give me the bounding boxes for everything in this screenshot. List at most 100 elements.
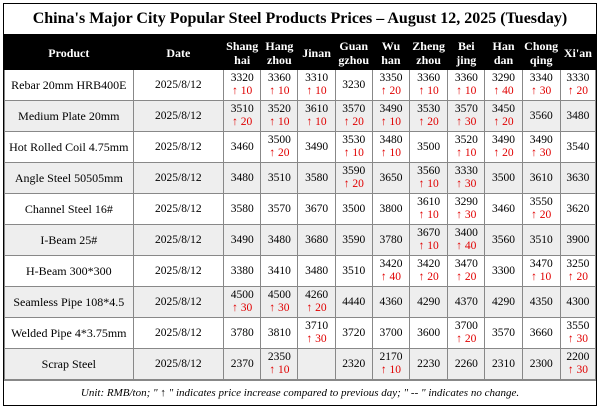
price-cell: 3670 ↑ 10 <box>409 224 449 256</box>
price-cell: 3650 <box>371 162 411 194</box>
price-cell: 4440 <box>334 286 373 318</box>
price-change: ↑ 10 <box>418 209 439 221</box>
price-value: 2320 <box>342 357 366 370</box>
price-value: 4360 <box>379 295 403 308</box>
price-cell: 3590 <box>334 224 373 256</box>
price-value: 3520 <box>267 103 291 115</box>
price-cell: 3520 ↑ 10 <box>447 131 486 163</box>
price-cell: 4370 <box>447 286 486 318</box>
price-value: 3330 <box>566 72 590 84</box>
price-change: ↑ 30 <box>531 85 552 97</box>
price-cell: 3590 ↑ 20 <box>334 162 373 194</box>
price-cell: 3480 <box>223 162 262 194</box>
price-value: 3570 <box>342 103 366 115</box>
price-cell: 3710 ↑ 30 <box>297 317 336 349</box>
price-value: 3460 <box>230 140 254 153</box>
price-cell: 3340 ↑ 30 <box>521 69 561 101</box>
price-cell: 3290 ↑ 40 <box>484 69 523 101</box>
price-cell: 3480 ↑ 10 <box>371 131 411 163</box>
price-cell: 3350 ↑ 20 <box>371 69 411 101</box>
price-value: 3520 <box>454 134 478 146</box>
header-city: Chong qing <box>521 35 561 70</box>
price-value: 3550 <box>529 196 553 208</box>
price-cell: 3460 <box>484 193 523 225</box>
price-cell: 3560 <box>484 224 523 256</box>
price-change: ↑ 10 <box>418 85 439 97</box>
price-cell: 3550 ↑ 30 <box>559 317 597 349</box>
price-cell: 3680 <box>297 224 336 256</box>
price-cell: 3700 ↑ 20 <box>447 317 486 349</box>
price-cell: 3610 <box>521 162 561 194</box>
price-value: 3360 <box>454 72 478 84</box>
price-table: Product Date Shang hai Hang zhou Jinan Gua… <box>4 35 597 380</box>
price-value: 3560 <box>417 165 441 177</box>
product-cell: I-Beam 25# <box>4 224 134 256</box>
price-change: ↑ 20 <box>306 302 327 314</box>
price-cell: 4360 <box>371 286 411 318</box>
table-row: Medium Plate 20mm 2025/8/12 3510 ↑ 20 3520 ↑ … <box>4 100 597 132</box>
header-city: Guan gzhou <box>334 35 373 70</box>
price-value: 3420 <box>417 258 441 270</box>
price-change: ↑ 10 <box>232 85 253 97</box>
price-change: ↑ 10 <box>380 364 401 376</box>
price-cell: 3470 ↑ 20 <box>447 255 486 287</box>
price-cell: 2170 ↑ 10 <box>371 348 411 380</box>
price-value: 3540 <box>566 140 590 153</box>
price-table-card: China's Major City Popular Steel Product… <box>3 3 597 406</box>
price-cell: 3480 <box>297 255 336 287</box>
price-value: 3530 <box>342 134 366 146</box>
price-cell: 3510 <box>521 224 561 256</box>
date-cell: 2025/8/12 <box>132 100 225 132</box>
price-cell: 3500 ↑ 20 <box>260 131 299 163</box>
price-cell: 3570 <box>484 317 523 349</box>
price-value: 3780 <box>379 233 403 246</box>
price-value: 3660 <box>529 326 553 339</box>
price-change: ↑ 20 <box>232 116 253 128</box>
price-value: 3500 <box>417 140 441 153</box>
price-change: ↑ 20 <box>493 116 514 128</box>
price-value: 3580 <box>230 202 254 215</box>
header-city: Zheng zhou <box>409 35 449 70</box>
price-value: 3720 <box>342 326 366 339</box>
price-value: 4440 <box>342 295 366 308</box>
price-cell: 4260 ↑ 20 <box>297 286 336 318</box>
price-value: 3490 <box>492 134 515 146</box>
price-change: ↑ 40 <box>380 271 401 283</box>
price-change: ↑ 30 <box>456 116 477 128</box>
price-value: 3570 <box>492 326 515 339</box>
product-cell: Channel Steel 16# <box>4 193 134 225</box>
price-change: ↑ 10 <box>456 147 477 159</box>
price-cell: 2230 <box>409 348 449 380</box>
price-change: ↑ 10 <box>531 271 552 283</box>
price-value: 3350 <box>379 72 403 84</box>
table-row: Rebar 20mm HRB400E 2025/8/12 3320 ↑ 10 3360 ↑… <box>4 69 597 101</box>
price-cell: 3800 <box>371 193 411 225</box>
price-value: 3300 <box>492 264 515 277</box>
price-value: 3230 <box>342 78 366 91</box>
price-change: ↑ 20 <box>456 333 477 345</box>
date-cell: 2025/8/12 <box>132 193 225 225</box>
price-cell: 2260 <box>447 348 486 380</box>
date-cell: 2025/8/12 <box>132 69 225 101</box>
price-change: ↑ 30 <box>567 364 588 376</box>
price-change: ↑ 20 <box>343 178 364 190</box>
price-cell: 3610 ↑ 10 <box>297 100 336 132</box>
header-city: Xi'an <box>559 35 597 70</box>
price-value: 3290 <box>454 196 478 208</box>
price-value: 3470 <box>529 258 553 270</box>
price-change: ↑ 10 <box>456 85 477 97</box>
price-value: 3490 <box>305 140 329 153</box>
price-value: 3570 <box>267 202 291 215</box>
product-cell: Medium Plate 20mm <box>4 100 134 132</box>
price-cell: 4500 ↑ 30 <box>223 286 262 318</box>
price-cell: 3480 <box>559 100 597 132</box>
date-cell: 2025/8/12 <box>132 286 225 318</box>
price-value: 4290 <box>417 295 441 308</box>
price-cell: 3530 ↑ 10 <box>334 131 373 163</box>
price-value: 3900 <box>566 233 590 246</box>
table-row: I-Beam 25# 2025/8/12 3490 3480 3680 3590 3780 3… <box>4 224 597 256</box>
price-cell: 3550 ↑ 20 <box>521 193 561 225</box>
price-cell: 3500 <box>409 131 449 163</box>
price-change: ↑ 30 <box>456 209 477 221</box>
price-cell: 3380 <box>223 255 262 287</box>
